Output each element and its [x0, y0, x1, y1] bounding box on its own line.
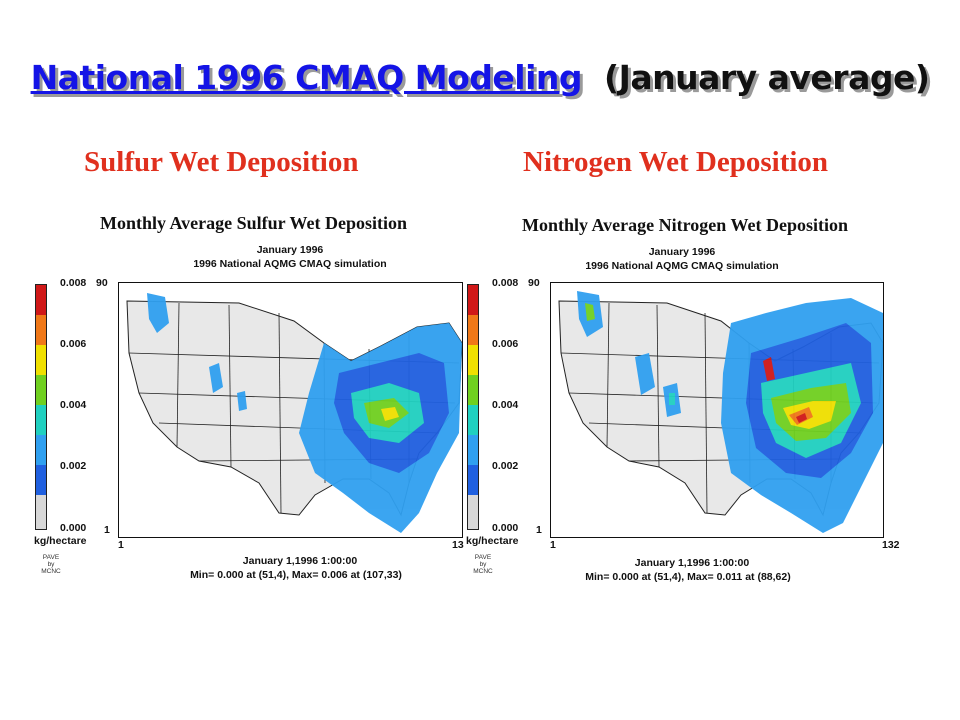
scale-tick: 0.000 [492, 522, 519, 534]
color-scale-green [468, 375, 478, 405]
color-scale-yellow [36, 345, 46, 375]
pave-credit: PAVE by MCNC [41, 554, 61, 575]
color-scale-blue [468, 465, 478, 495]
sulfur-timestamp: January 1,1996 1:00:00 [242, 555, 358, 567]
nitrogen-map-svg [551, 283, 883, 537]
sulfur-map-svg [119, 283, 462, 537]
nitrogen-minmax: Min= 0.000 at (51,4), Max= 0.011 at (88,… [585, 571, 791, 583]
nitrogen-panel: Monthly Average Nitrogen Wet Deposition … [462, 206, 902, 596]
scale-tick: 0.000 [60, 522, 87, 534]
color-scale-orange [36, 315, 46, 345]
color-scale-red [468, 285, 478, 315]
sulfur-minmax: Min= 0.000 at (51,4), Max= 0.006 at (107… [190, 569, 402, 581]
sulfur-period: January 1996 [256, 244, 324, 256]
x-min-label: 1 [550, 539, 556, 551]
color-scale-green [36, 375, 46, 405]
color-scale-blue [36, 465, 46, 495]
x-max-label: 132 [882, 539, 900, 551]
nitrogen-simulation: 1996 National AQMG CMAQ simulation [585, 260, 779, 272]
scale-tick: 0.008 [492, 277, 519, 289]
slide-title: National 1996 CMAQ Modeling (January ave… [0, 58, 960, 97]
scale-tick: 0.002 [60, 460, 87, 472]
y-min-label: 1 [536, 524, 542, 536]
nitrogen-deposition-map [550, 282, 884, 538]
sulfur-panel: Monthly Average Sulfur Wet Deposition Ja… [30, 206, 470, 596]
color-scale-red [36, 285, 46, 315]
units-label: kg/hectare [34, 535, 87, 547]
sulfur-deposition-map [118, 282, 463, 538]
scale-tick: 0.008 [60, 277, 87, 289]
color-scale-yellow [468, 345, 478, 375]
color-scale-gray [468, 495, 478, 529]
nitrogen-color-bar [467, 284, 479, 530]
sulfur-color-bar [35, 284, 47, 530]
color-scale-orange [468, 315, 478, 345]
nitrogen-timestamp: January 1,1996 1:00:00 [634, 557, 750, 569]
scale-tick: 0.006 [492, 338, 519, 350]
nitrogen-heading: Nitrogen Wet Deposition [523, 146, 829, 178]
scale-tick: 0.002 [492, 460, 519, 472]
scale-tick: 0.004 [60, 399, 87, 411]
sulfur-heading: Sulfur Wet Deposition [84, 146, 359, 178]
sulfur-plot-title: Monthly Average Sulfur Wet Deposition [100, 213, 408, 233]
slide-title-sub: (January average) [603, 58, 930, 97]
nitrogen-plot-title: Monthly Average Nitrogen Wet Deposition [522, 215, 848, 235]
pave-credit: PAVE by MCNC [473, 554, 493, 575]
y-min-label: 1 [104, 524, 110, 536]
color-scale-cyan [36, 405, 46, 435]
y-max-label: 90 [528, 277, 540, 289]
scale-tick: 0.004 [492, 399, 519, 411]
color-scale-gray [36, 495, 46, 529]
nitrogen-period: January 1996 [648, 246, 716, 258]
color-scale-lightblue [36, 435, 46, 465]
color-scale-lightblue [468, 435, 478, 465]
units-label: kg/hectare [466, 535, 519, 547]
sulfur-simulation: 1996 National AQMG CMAQ simulation [193, 258, 387, 270]
x-min-label: 1 [118, 539, 124, 551]
color-scale-cyan [468, 405, 478, 435]
y-max-label: 90 [96, 277, 108, 289]
slide-title-main: National 1996 CMAQ Modeling [30, 58, 583, 97]
x-max-label: 13 [452, 539, 464, 551]
scale-tick: 0.006 [60, 338, 87, 350]
